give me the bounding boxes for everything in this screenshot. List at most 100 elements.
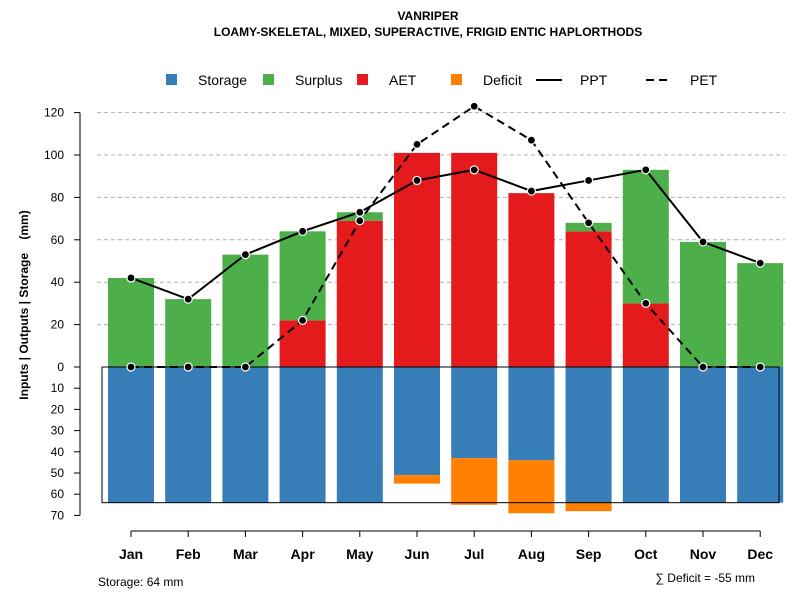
x-tick-label: Feb [176, 546, 201, 562]
pet-point [583, 218, 594, 228]
pet-point [355, 216, 365, 226]
y-tick-label: 20 [51, 318, 65, 332]
line-layer [101, 101, 780, 504]
chart-title: VANRIPER [397, 9, 458, 23]
ppt-point [583, 175, 594, 186]
y-tick-label: 50 [51, 466, 65, 480]
y-tick-label: 20 [51, 402, 65, 416]
y-tick-label: 60 [51, 487, 65, 501]
ppt-point [183, 294, 193, 304]
x-tick-label: Jun [405, 546, 430, 562]
storage-bar [565, 367, 612, 503]
pet-point [412, 139, 422, 149]
y-axis-label: Inputs | Outputs | Storage (mm) [17, 210, 31, 399]
ppt-point [355, 207, 365, 217]
ppt-point [469, 165, 479, 175]
aet-bar [622, 303, 669, 367]
surplus-bar [279, 231, 326, 321]
axis-layer: 0 20 40 60 80 100 120 10 20 30 40 50 60 70 Jan Feb Mar Ap… [44, 106, 773, 562]
pet-point [755, 362, 765, 372]
storage-bar [108, 367, 154, 503]
grid-layer [97, 112, 785, 326]
ppt-point [412, 175, 422, 186]
pet-point [183, 362, 193, 372]
x-tick-label: Sep [576, 546, 602, 562]
surplus-bar [737, 263, 784, 367]
pet-point [526, 135, 537, 145]
legend-swatch [357, 74, 368, 85]
storage-bar [165, 367, 212, 503]
legend-swatch [451, 74, 462, 85]
deficit-bar [565, 502, 612, 512]
surplus-bar [165, 299, 212, 367]
pet-point [298, 315, 308, 325]
legend-label: Surplus [295, 72, 342, 88]
y-tick-label: 80 [51, 190, 65, 204]
x-tick-label: Apr [291, 546, 316, 562]
ppt-point [240, 250, 250, 260]
x-tick-label: Aug [518, 546, 545, 562]
ppt-line [130, 168, 761, 301]
pet-point [698, 362, 708, 372]
aet-bar [565, 231, 612, 367]
x-tick-label: Jan [119, 546, 143, 562]
ppt-point [698, 237, 708, 247]
chart-subtitle: LOAMY-SKELETAL, MIXED, SUPERACTIVE, FRIG… [214, 25, 642, 39]
y-tick-label: 0 [57, 360, 64, 374]
ppt-point [298, 226, 308, 236]
y-tick-label: 100 [44, 148, 64, 162]
storage-footnote: Storage: 64 mm [98, 575, 183, 589]
y-tick-label: 60 [51, 233, 65, 247]
legend-label: AET [389, 72, 417, 88]
deficit-bar [394, 475, 440, 484]
surplus-bar [108, 277, 154, 367]
legend-label: PPT [580, 72, 608, 88]
storage-bar [222, 367, 269, 503]
x-tick-label: Jul [464, 546, 484, 562]
y-tick-label: 10 [51, 381, 65, 395]
legend-swatch [263, 74, 274, 85]
storage-bar [680, 367, 726, 503]
legend-label: Storage [198, 72, 247, 88]
storage-bar [336, 367, 383, 503]
y-tick-label: 30 [51, 424, 65, 438]
storage-bar [394, 367, 440, 476]
x-tick-label: Dec [747, 546, 773, 562]
pet-point [240, 362, 250, 372]
ppt-point [526, 186, 537, 196]
legend: Storage Surplus AET Deficit PPT PET [166, 72, 718, 88]
deficit-bar [508, 460, 555, 514]
aet-bar [451, 152, 498, 367]
surplus-bar [680, 241, 726, 367]
pet-line [131, 105, 761, 368]
deficit-bar [451, 458, 498, 505]
storage-bar [279, 367, 326, 503]
x-tick-label: Mar [233, 546, 258, 562]
deficit-total-footnote: ∑ Deficit = -55 mm [655, 571, 755, 585]
storage-capacity-box [101, 366, 780, 504]
y-tick-label: 120 [44, 106, 64, 120]
aet-bar [336, 220, 383, 367]
aet-bar [508, 193, 555, 367]
ppt-point [126, 273, 136, 283]
legend-label: Deficit [483, 72, 522, 88]
storage-bar [622, 367, 669, 503]
pet-point [469, 101, 479, 111]
storage-bar [737, 367, 784, 503]
ppt-point [755, 258, 765, 268]
pet-point [126, 362, 136, 372]
aet-bar [279, 320, 326, 367]
y-tick-label: 70 [51, 508, 65, 522]
x-tick-label: May [346, 546, 373, 562]
y-tick-label: 40 [51, 275, 65, 289]
surplus-bar [222, 254, 269, 367]
storage-bar [451, 367, 498, 459]
ppt-point [641, 165, 651, 175]
legend-swatch [166, 74, 177, 85]
bar-layer [108, 152, 784, 514]
pet-point [641, 298, 651, 308]
x-tick-label: Nov [690, 546, 717, 562]
legend-label: PET [690, 72, 718, 88]
